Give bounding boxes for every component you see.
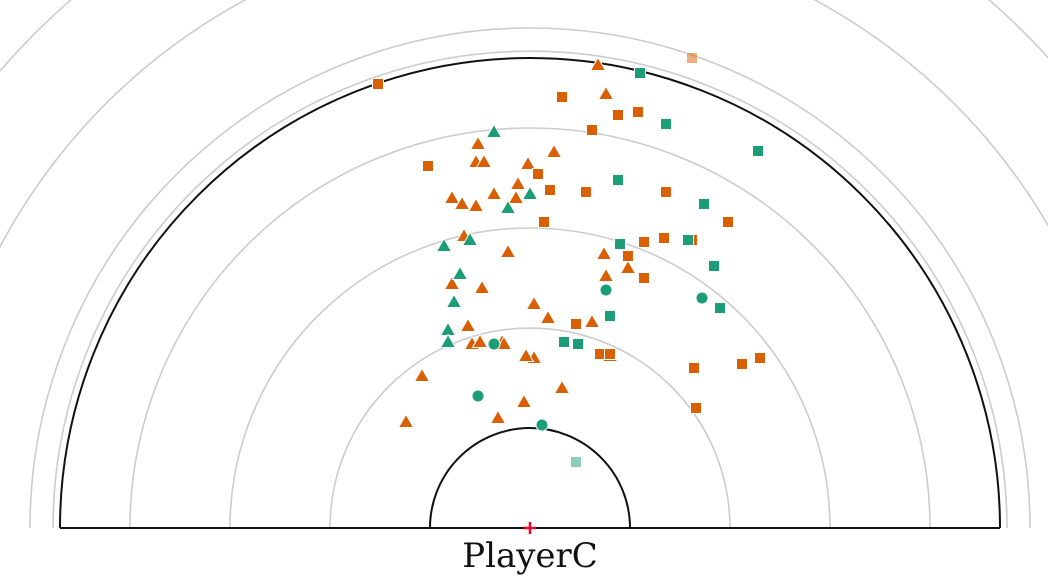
shot-marker-square (612, 174, 624, 186)
shot-marker-square (658, 232, 670, 244)
player-label: PlayerC (462, 536, 598, 576)
shot-marker-square (580, 186, 592, 198)
shot-marker-square (622, 250, 634, 262)
shot-marker-triangle (469, 135, 487, 150)
shot-marker-square (556, 91, 568, 103)
shot-markers (372, 52, 766, 468)
origin-marker (524, 522, 536, 534)
shot-marker-square (660, 186, 672, 198)
shot-marker-square (538, 216, 550, 228)
shot-marker-triangle (467, 197, 485, 212)
shot-marker-triangle (471, 333, 489, 348)
shot-marker-square (714, 302, 726, 314)
shot-marker-square (682, 234, 694, 246)
shot-marker-triangle (461, 231, 479, 246)
shot-marker-square (638, 272, 650, 284)
shot-marker-triangle (489, 409, 507, 424)
distance-ring (129, 127, 931, 529)
shot-marker-square (638, 236, 650, 248)
shot-marker-square (586, 124, 598, 136)
shot-marker-triangle (453, 195, 471, 210)
shot-marker-triangle (507, 189, 525, 204)
shot-marker-square (532, 168, 544, 180)
shot-marker-square (372, 78, 384, 90)
shot-marker-circle (471, 389, 485, 403)
shot-marker-triangle (443, 275, 461, 290)
shot-marker-square (594, 348, 606, 360)
shot-marker-circle (599, 283, 613, 297)
shot-marker-square (572, 338, 584, 350)
distance-ring (429, 427, 631, 529)
shot-marker-triangle (525, 295, 543, 310)
shot-marker-square (570, 318, 582, 330)
shot-marker-square (634, 67, 646, 79)
shot-marker-triangle (515, 393, 533, 408)
shot-marker-square (544, 184, 556, 196)
shot-marker-circle (695, 291, 709, 305)
shot-marker-square (708, 260, 720, 272)
shot-marker-triangle (597, 85, 615, 100)
shot-marker-triangle (499, 199, 517, 214)
shot-marker-square (422, 160, 434, 172)
shot-marker-square-faded (686, 52, 698, 64)
shot-marker-square (690, 402, 702, 414)
shot-marker-triangle (595, 245, 613, 260)
shot-marker-square (604, 348, 616, 360)
shot-marker-triangle (519, 155, 537, 170)
shot-marker-triangle (413, 367, 431, 382)
shot-marker-square (736, 358, 748, 370)
shot-marker-triangle (485, 185, 503, 200)
shot-marker-triangle (583, 313, 601, 328)
shot-marker-square (688, 362, 700, 374)
inner-arc (429, 427, 631, 529)
shot-marker-square (632, 106, 644, 118)
shot-marker-triangle (539, 309, 557, 324)
distance-ring (229, 227, 831, 529)
shot-marker-triangle (445, 293, 463, 308)
shot-marker-square (660, 118, 672, 130)
shot-marker-square (558, 336, 570, 348)
shot-marker-square (614, 238, 626, 250)
shot-marker-triangle (459, 317, 477, 332)
shot-marker-triangle (521, 185, 539, 200)
shot-marker-triangle (545, 143, 563, 158)
shot-marker-triangle (597, 267, 615, 282)
shot-marker-triangle (553, 379, 571, 394)
shot-marker-triangle (435, 237, 453, 252)
shot-marker-circle (487, 337, 501, 351)
shot-marker-triangle (499, 243, 517, 258)
shot-marker-square (722, 216, 734, 228)
shot-marker-triangle (509, 175, 527, 190)
shot-marker-triangle (485, 123, 503, 138)
shot-marker-square (612, 109, 624, 121)
shot-marker-square (698, 198, 710, 210)
shot-marker-square-faded (570, 456, 582, 468)
distance-ring (52, 50, 1008, 529)
distance-ring (329, 327, 731, 529)
outer-arc (59, 57, 1001, 529)
shot-marker-square (604, 310, 616, 322)
distance-ring (0, 0, 1048, 73)
shot-marker-triangle (619, 259, 637, 274)
distance-ring (0, 0, 1048, 249)
shot-marker-triangle (475, 153, 493, 168)
distance-ring (29, 27, 1031, 529)
shot-marker-triangle (439, 333, 457, 348)
shot-marker-triangle (443, 189, 461, 204)
shot-marker-square (752, 145, 764, 157)
shot-marker-circle (535, 418, 549, 432)
shot-marker-triangle (451, 265, 469, 280)
shot-marker-triangle (589, 56, 607, 71)
shot-marker-triangle (397, 413, 415, 428)
distance-rings (0, 0, 1048, 529)
shot-marker-triangle (517, 347, 535, 362)
shot-marker-triangle (473, 279, 491, 294)
shot-marker-square (754, 352, 766, 364)
